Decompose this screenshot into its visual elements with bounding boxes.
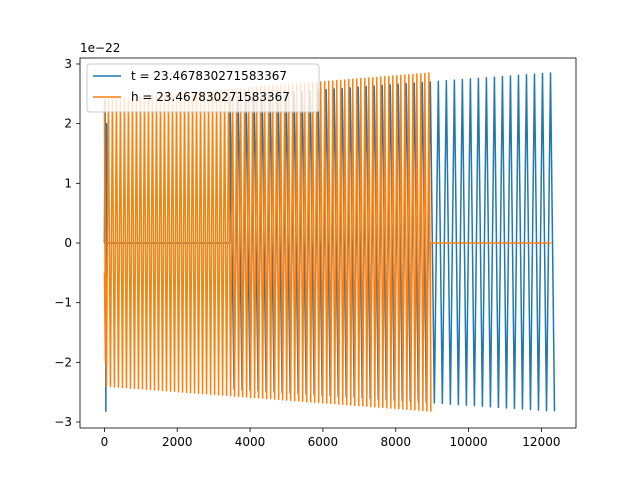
y-tick-label: −2 bbox=[54, 355, 72, 369]
x-tick-label: 10000 bbox=[449, 435, 487, 449]
x-tick-label: 8000 bbox=[380, 435, 411, 449]
legend-box bbox=[86, 63, 320, 113]
series-line-h bbox=[103, 72, 552, 412]
x-tick-label: 12000 bbox=[522, 435, 560, 449]
x-tick-label: 2000 bbox=[162, 435, 193, 449]
x-tick-label: 4000 bbox=[235, 435, 266, 449]
legend: t = 23.467830271583367 h = 23.4678302715… bbox=[86, 63, 320, 113]
y-tick-label: −3 bbox=[54, 415, 72, 429]
y-tick-label: 1 bbox=[64, 176, 72, 190]
x-tick-label: 6000 bbox=[308, 435, 339, 449]
y-axis: −3 −2 −1 0 1 2 3 bbox=[54, 57, 80, 429]
x-tick-label: 0 bbox=[101, 435, 109, 449]
y-tick-label: −1 bbox=[54, 296, 72, 310]
y-offset-text: 1e−22 bbox=[80, 41, 120, 55]
legend-label-h: h = 23.467830271583367 bbox=[131, 90, 290, 104]
y-tick-label: 3 bbox=[64, 57, 72, 71]
legend-label-t: t = 23.467830271583367 bbox=[131, 69, 287, 83]
y-tick-label: 0 bbox=[64, 236, 72, 250]
y-tick-label: 2 bbox=[64, 117, 72, 131]
plot-lines bbox=[103, 72, 556, 413]
x-axis: 0 2000 4000 6000 8000 10000 12000 bbox=[101, 428, 560, 449]
